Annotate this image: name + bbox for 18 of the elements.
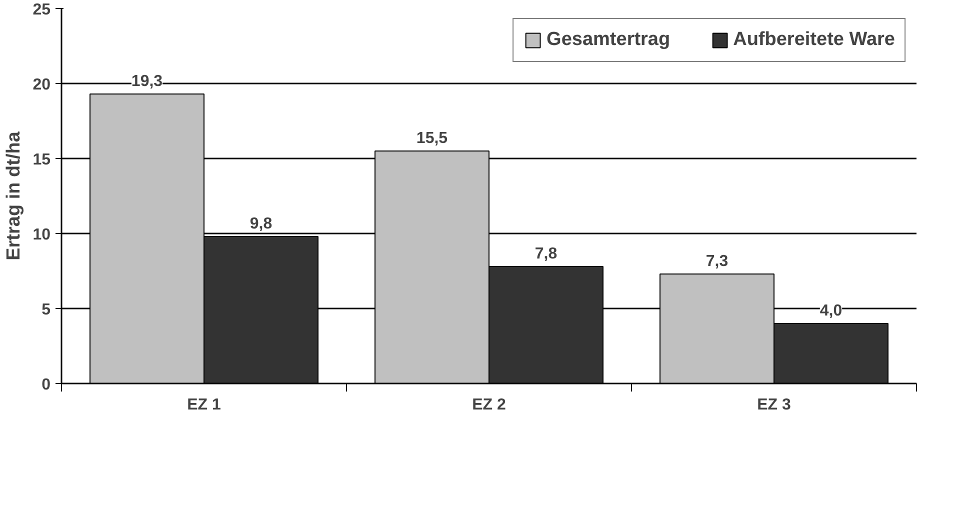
data-label: 4,0 — [820, 302, 842, 320]
legend-label: Gesamtertrag — [546, 29, 670, 51]
y-tick-label: 10 — [32, 226, 51, 244]
x-tick-label: EZ 2 — [472, 396, 506, 414]
legend-label: Aufbereitete Ware — [733, 29, 895, 51]
y-axis-title: Ertrag in dt/ha — [4, 131, 25, 260]
y-tick-label: 15 — [32, 152, 51, 168]
data-label: 9,8 — [250, 216, 272, 232]
y-tick-label: 20 — [32, 76, 51, 94]
data-label: 19,3 — [131, 73, 163, 90]
x-tick-label: EZ 3 — [757, 396, 791, 414]
data-label: 7,3 — [706, 253, 728, 270]
y-tick-label: 5 — [42, 302, 51, 318]
data-label: 7,8 — [534, 246, 558, 262]
data-label: 15,5 — [416, 130, 448, 147]
y-tick-label: 0 — [42, 376, 51, 394]
y-tick-label: 25 — [32, 2, 51, 18]
x-tick-label: EZ 1 — [187, 396, 221, 414]
